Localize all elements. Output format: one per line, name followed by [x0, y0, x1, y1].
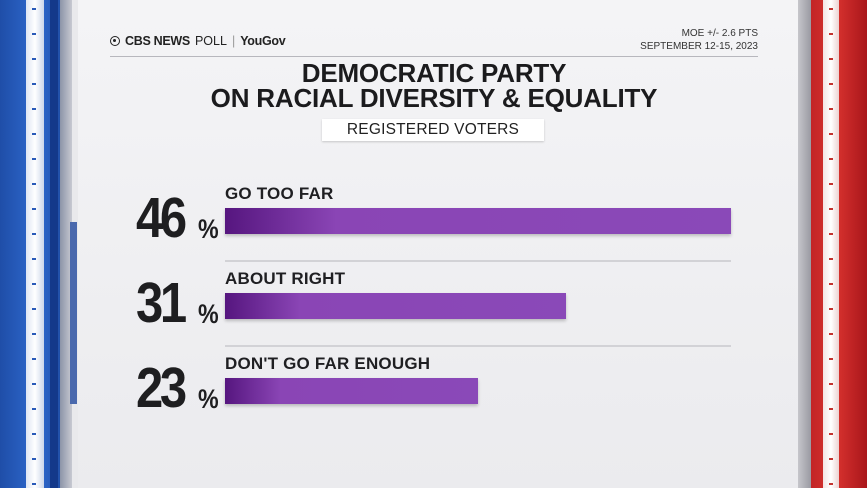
poll-word: POLL: [194, 34, 227, 48]
right-tick-mark: [829, 458, 833, 460]
right-tick-mark: [829, 383, 833, 385]
left-tick-mark: [32, 308, 36, 310]
bar-category-label: GO TOO FAR: [225, 184, 334, 203]
right-tick-mark: [829, 308, 833, 310]
chart-subtitle: REGISTERED VOTERS: [322, 119, 544, 141]
left-tick-mark: [32, 408, 36, 410]
row-divider: [225, 345, 731, 347]
right-tick-mark: [829, 433, 833, 435]
left-dark-stripe: [50, 0, 58, 488]
bar-value-number: 23: [136, 356, 187, 420]
right-tick-mark: [829, 408, 833, 410]
right-tick-mark: [829, 58, 833, 60]
right-decorative-panel: [791, 0, 867, 488]
right-tick-mark: [829, 233, 833, 235]
left-tick-mark: [32, 8, 36, 10]
right-tick-mark: [829, 333, 833, 335]
bar: [225, 208, 731, 234]
right-tick-mark: [829, 158, 833, 160]
left-tick-mark: [32, 183, 36, 185]
poll-dates: SEPTEMBER 12-15, 2023: [640, 40, 758, 52]
left-tick-mark: [32, 333, 36, 335]
logo-separator: |: [231, 34, 236, 48]
left-tick-mark: [32, 483, 36, 485]
bar-value-number: 31: [136, 271, 187, 335]
right-tick-mark: [829, 258, 833, 260]
poll-meta: MOE +/- 2.6 PTS SEPTEMBER 12-15, 2023: [640, 28, 758, 53]
bar-value-label: 23%: [136, 356, 226, 420]
graphic-panel: [78, 0, 798, 488]
bar-category-label: DON'T GO FAR ENOUGH: [225, 354, 431, 373]
right-tick-mark: [829, 183, 833, 185]
left-decorative-panel: [0, 0, 77, 488]
percent-sign: %: [198, 299, 219, 329]
logo-lockup: CBS NEWS POLL | YouGov: [110, 34, 286, 48]
right-tick-mark: [829, 358, 833, 360]
left-tick-mark: [32, 233, 36, 235]
right-tick-mark: [829, 83, 833, 85]
bar-row: 46% GO TOO FAR: [0, 182, 867, 267]
left-gray-edge: [60, 0, 72, 488]
right-tick-mark: [829, 283, 833, 285]
left-tick-mark: [32, 433, 36, 435]
bar: [225, 378, 478, 404]
left-tick-mark: [32, 133, 36, 135]
bar-row: 31% ABOUT RIGHT: [0, 267, 867, 352]
left-tick-mark: [32, 108, 36, 110]
left-tick-mark: [32, 83, 36, 85]
right-tick-mark: [829, 108, 833, 110]
right-tick-mark: [829, 483, 833, 485]
left-white-stripe: [26, 0, 44, 488]
bar-category-label: ABOUT RIGHT: [225, 269, 346, 288]
chart-title-line-1: DEMOCRATIC PARTY: [301, 58, 567, 88]
left-tick-mark: [32, 58, 36, 60]
left-accent-bar: [70, 222, 77, 404]
bar-value-label: 31%: [136, 271, 226, 335]
percent-sign: %: [198, 214, 219, 244]
chart-title-line-2: ON RACIAL DIVERSITY & EQUALITY: [210, 83, 658, 113]
right-tick-mark: [829, 8, 833, 10]
right-gray-edge: [797, 0, 811, 488]
bar-value-label: 46%: [136, 186, 226, 250]
left-tick-mark: [32, 383, 36, 385]
graphic-header: CBS NEWS POLL | YouGov MOE +/- 2.6 PTS S…: [110, 28, 758, 57]
left-tick-mark: [32, 358, 36, 360]
left-tick-mark: [32, 458, 36, 460]
bar-row: 23% DON'T GO FAR ENOUGH: [0, 352, 867, 437]
left-tick-mark: [32, 158, 36, 160]
partner-name: YouGov: [240, 34, 286, 48]
margin-of-error: MOE +/- 2.6 PTS: [681, 28, 758, 39]
left-tick-mark: [32, 33, 36, 35]
left-tick-mark: [32, 283, 36, 285]
left-tick-mark: [32, 208, 36, 210]
cbs-eye-icon: [110, 36, 120, 46]
bar: [225, 293, 566, 319]
bar-value-number: 46: [136, 186, 187, 250]
row-divider: [225, 260, 731, 262]
right-white-stripe: [823, 0, 839, 488]
brand-name: CBS NEWS: [125, 34, 190, 48]
percent-sign: %: [198, 384, 219, 414]
right-tick-mark: [829, 33, 833, 35]
chart-title: DEMOCRATIC PARTY ON RACIAL DIVERSITY & E…: [110, 58, 758, 113]
right-tick-mark: [829, 133, 833, 135]
right-tick-mark: [829, 208, 833, 210]
left-tick-mark: [32, 258, 36, 260]
